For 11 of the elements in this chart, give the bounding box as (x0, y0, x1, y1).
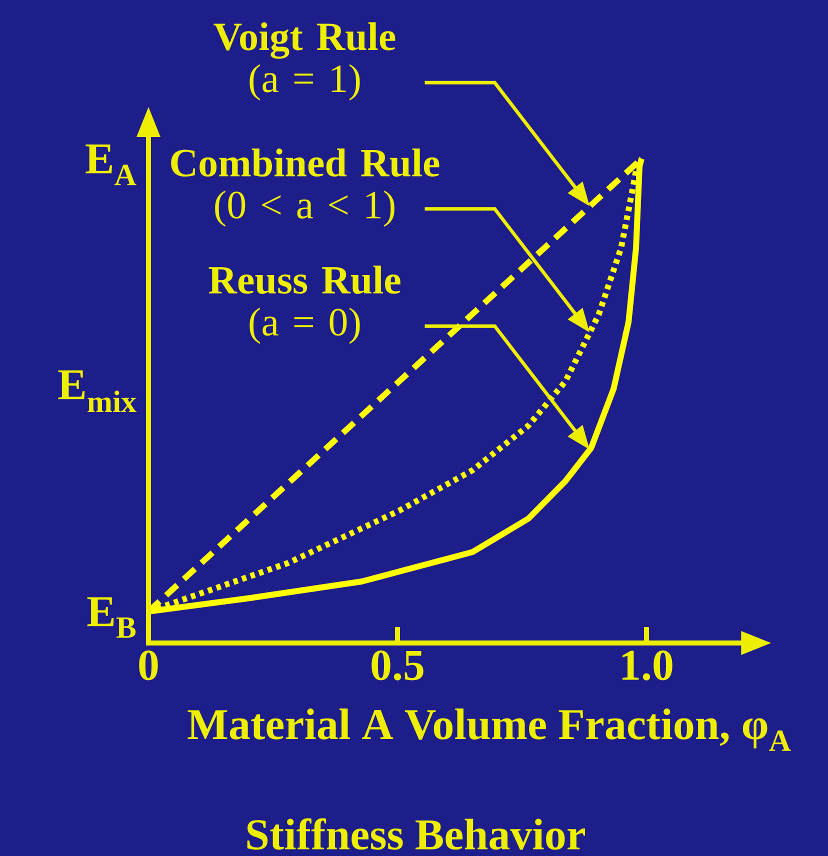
x-tick-label: 1.0 (622, 650, 672, 680)
annotation: Reuss Rule (a = 0) (208, 266, 400, 344)
text: E$_{B}$ (87, 597, 136, 638)
text: E$_{mix}$ (58, 370, 136, 412)
x-tick-label: 0.5 (371, 650, 424, 680)
annotation: Combined Rule (0 < a < 1) (170, 148, 440, 227)
x-tick-label: 0 (138, 650, 158, 680)
x-axis-title: Material A Volume Fraction, φ$_{A}$ (187, 708, 791, 751)
text: Voigt Rule (a = 1) (213, 22, 395, 100)
text: Stiffness Behavior (247, 818, 585, 850)
text: E$_{A}$ (85, 144, 136, 186)
